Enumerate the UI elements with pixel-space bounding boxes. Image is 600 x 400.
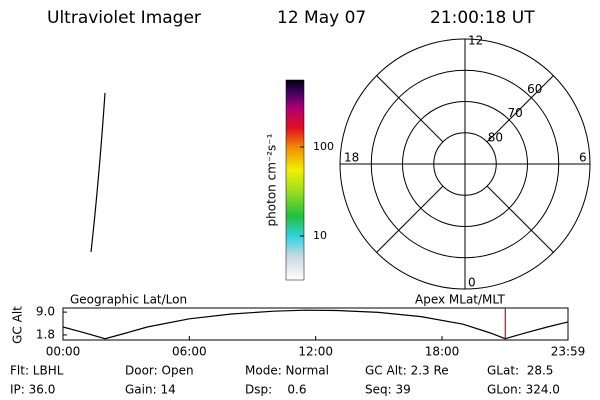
limb-arc: [90, 92, 106, 253]
info-field: Flt: LBHL: [10, 364, 64, 378]
altitude-line: [62, 309, 569, 340]
x-tick-label: 12:00: [298, 345, 333, 359]
y-tick-label: 1.8: [36, 327, 55, 341]
colorbar-tick-label: 10: [313, 229, 327, 242]
polar-spoke: [376, 75, 444, 143]
info-field: Seq: 39: [365, 383, 411, 397]
polar-spoke: [486, 75, 554, 143]
info-field: GLat: 28.5: [487, 364, 553, 378]
polar-ring-label: 60: [527, 82, 542, 96]
polar-spoke: [486, 185, 554, 253]
polar-spoke: [376, 185, 444, 253]
polar-hour-label: 12: [468, 34, 483, 48]
orbit-frame: [62, 307, 569, 341]
time: 21:00:18 UT: [430, 8, 535, 28]
x-tick-label: 00:00: [46, 345, 81, 359]
title: Ultraviolet Imager: [47, 8, 201, 28]
info-field: IP: 36.0: [10, 383, 55, 397]
info-field: Dsp: 0.6: [245, 383, 307, 397]
info-field: Mode: Normal: [245, 364, 329, 378]
info-field: GC Alt: 2.3 Re: [365, 364, 449, 378]
polar-hour-label: 18: [344, 151, 359, 165]
colorbar-tick-label: 100: [313, 140, 334, 153]
colorbar-label: photon cm⁻²s⁻¹: [265, 133, 279, 226]
date: 12 May 07: [277, 8, 366, 28]
info-field: GLon: 324.0: [487, 383, 560, 397]
x-tick-label: 06:00: [172, 345, 207, 359]
info-field: Door: Open: [125, 364, 194, 378]
polar-ring-label: 70: [507, 106, 522, 120]
x-tick-label: 18:00: [425, 345, 460, 359]
y-tick-label: 9.0: [36, 305, 55, 319]
info-field: Gain: 14: [125, 383, 176, 397]
x-tick-label: 23:59: [551, 345, 586, 359]
polar-ring-label: 80: [488, 130, 503, 144]
polar-grid: [339, 38, 591, 290]
orbit-right-label: Apex MLat/MLT: [415, 293, 505, 307]
orbit-ylabel: GC Alt: [11, 306, 25, 344]
orbit-left-label: Geographic Lat/Lon: [70, 293, 187, 307]
polar-hour-label: 6: [579, 151, 587, 165]
colorbar: [285, 79, 305, 281]
polar-hour-label: 0: [468, 276, 476, 290]
